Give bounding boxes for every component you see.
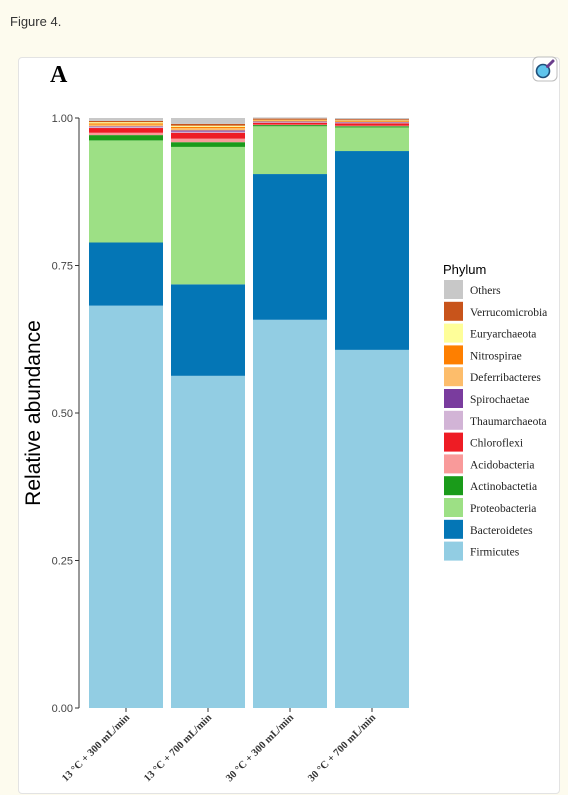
bar-segment [89, 122, 163, 124]
bar-segment [253, 119, 327, 121]
bar-segment [171, 375, 245, 708]
bar-segment [253, 124, 327, 126]
bar-segment [89, 135, 163, 141]
bar-segment [89, 118, 163, 121]
bar-segment [253, 120, 327, 121]
legend-swatch [444, 367, 463, 387]
zoom-figure-button[interactable] [532, 56, 558, 82]
legend: Others Verrucomicrobia Euryarchaeota Nitros… [444, 280, 547, 561]
bar-segment [89, 242, 163, 306]
bar-segment [89, 123, 163, 125]
bar-segment [171, 118, 245, 124]
bar-segment [335, 119, 409, 121]
bar-segment [171, 142, 245, 147]
bar-segment [89, 126, 163, 127]
bar-segment [171, 138, 245, 143]
bars-group [89, 117, 409, 708]
bar-segment [171, 146, 245, 285]
legend-label: Chloroflexi [470, 438, 523, 450]
legend-swatch [444, 454, 463, 474]
legend-swatch [444, 498, 463, 517]
x-tick-label: 13 °C + 300 mL/min [60, 712, 132, 784]
bar-segment [335, 122, 409, 124]
bar-segment [253, 125, 327, 127]
bar-segment [171, 128, 245, 131]
bar-segment [89, 140, 163, 243]
legend-label: Verrucomicrobia [470, 307, 547, 319]
legend-swatch [444, 301, 463, 321]
bar-segment [335, 127, 409, 152]
bar-segment [335, 120, 409, 122]
bar-segment [89, 128, 163, 133]
y-axis-label: Relative abundance [22, 320, 45, 506]
legend-label: Bacteroidetes [470, 525, 533, 537]
x-tick-label: 13 °C + 700 mL/min [142, 712, 214, 784]
legend-swatch [444, 541, 463, 561]
bar-segment [253, 174, 327, 320]
legend-label: Euryarchaeota [470, 329, 536, 341]
y-ticks: 0.00 0.25 0.50 0.75 1.00 [52, 113, 79, 715]
figure-label: Figure 4. [10, 14, 62, 29]
legend-label: Others [470, 285, 501, 297]
bar-segment [253, 122, 327, 123]
bar-segment [335, 126, 409, 128]
legend-label: Spirochaetae [470, 394, 529, 406]
bar-segment [171, 125, 245, 127]
bar-segment [171, 126, 245, 129]
legend-swatch [444, 280, 463, 299]
legend-label: Actinobactetia [470, 481, 537, 493]
bar-segment [89, 120, 163, 123]
bar-segment [335, 349, 409, 708]
y-tick-label: 0.25 [52, 556, 73, 568]
bar-segment [89, 132, 163, 136]
y-tick-label: 0.00 [52, 703, 73, 715]
bar-segment [253, 120, 327, 122]
x-tick-label: 30 °C + 300 mL/min [224, 712, 296, 784]
legend-label: Thaumarchaeota [470, 416, 547, 428]
bar-segment [335, 125, 409, 127]
legend-swatch [444, 389, 463, 408]
legend-label: Firmicutes [470, 547, 520, 559]
legend-swatch [444, 519, 463, 539]
bar-segment [335, 121, 409, 123]
bar-segment [253, 319, 327, 708]
legend-label: Nitrospirae [470, 350, 522, 362]
legend-label: Acidobacteria [470, 459, 535, 471]
legend-swatch [444, 345, 463, 365]
bar-segment [335, 151, 409, 350]
bar-segment [253, 126, 327, 175]
bar-segment [89, 124, 163, 127]
panel-label: A [50, 62, 68, 88]
bar-segment [335, 118, 409, 120]
bar-segment [171, 123, 245, 126]
bar-segment [335, 120, 409, 121]
legend-label: Deferribacteres [470, 372, 541, 384]
legend-swatch [444, 323, 463, 343]
bar-segment [89, 126, 163, 129]
y-tick-label: 1.00 [52, 113, 73, 125]
x-ticks: 13 °C + 300 mL/min 13 °C + 700 mL/min 30 °… [60, 708, 378, 784]
legend-label: Proteobacteria [470, 503, 536, 515]
bar-segment [253, 118, 327, 120]
bar-segment [171, 131, 245, 133]
x-tick-label: 30 °C + 700 mL/min [306, 712, 378, 784]
y-tick-label: 0.50 [52, 408, 73, 420]
bar-segment [253, 117, 327, 119]
bar-segment [171, 132, 245, 139]
bar-segment [89, 305, 163, 708]
bar-segment [171, 130, 245, 132]
y-tick-label: 0.75 [52, 261, 73, 273]
bar-segment [171, 284, 245, 376]
legend-title: Phylum [443, 262, 486, 277]
bar-segment [335, 123, 409, 126]
bar-segment [253, 122, 327, 125]
legend-swatch [444, 476, 463, 496]
legend-swatch [444, 410, 463, 430]
bar-segment [253, 121, 327, 123]
bar-segment [335, 122, 409, 123]
legend-swatch [444, 432, 463, 452]
magnifier-icon [532, 56, 558, 82]
